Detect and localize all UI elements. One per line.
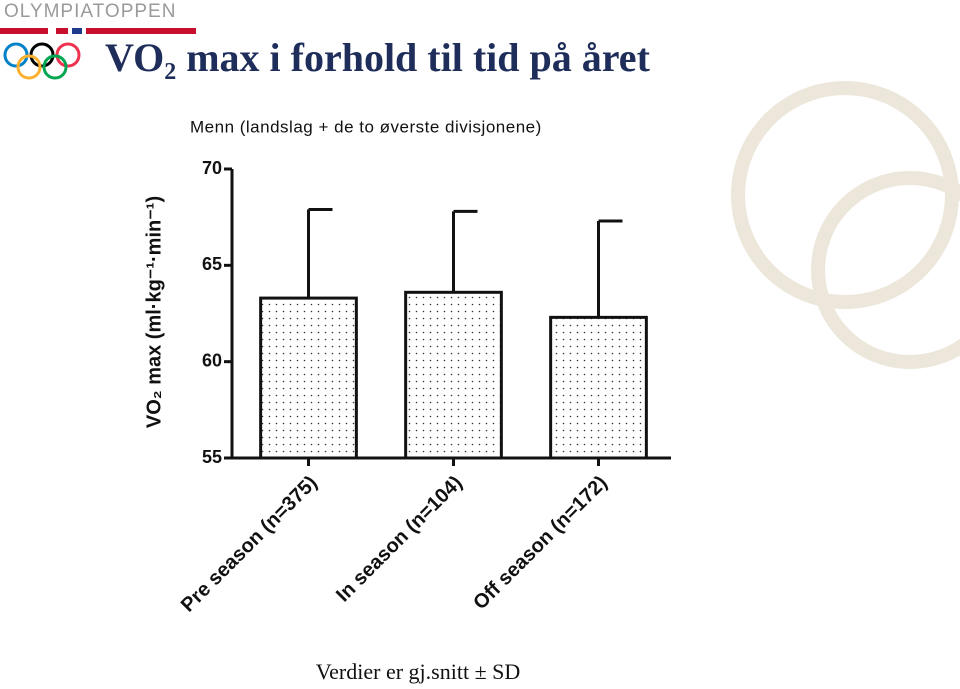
y-tick-label: 65 bbox=[202, 254, 222, 274]
y-axis-label: VO₂ max (ml·kg⁻¹·min⁻¹) bbox=[143, 196, 165, 428]
bar bbox=[404, 290, 503, 460]
slide-title: VO₂ max i forhold til tid på året bbox=[105, 35, 651, 80]
footnote: Verdier er gj.snitt ± SD bbox=[316, 659, 521, 684]
y-tick-label: 60 bbox=[202, 350, 222, 370]
x-tick-label: In season (n=104) bbox=[332, 472, 467, 607]
x-tick-label: Pre season (n=375) bbox=[177, 472, 322, 617]
chart-subtitle: Menn (landslag + de to øverste divisjone… bbox=[190, 117, 542, 136]
flag-stripe bbox=[0, 28, 196, 34]
background-rings bbox=[731, 81, 960, 369]
bar bbox=[549, 315, 648, 460]
bar bbox=[259, 296, 358, 460]
y-tick-label: 70 bbox=[202, 158, 222, 178]
logo-text: OLYMPIATOPPEN bbox=[4, 1, 176, 22]
y-tick-label: 55 bbox=[202, 447, 222, 467]
x-tick-label: Off season (n=172) bbox=[469, 472, 611, 614]
olympic-rings bbox=[3, 42, 81, 80]
